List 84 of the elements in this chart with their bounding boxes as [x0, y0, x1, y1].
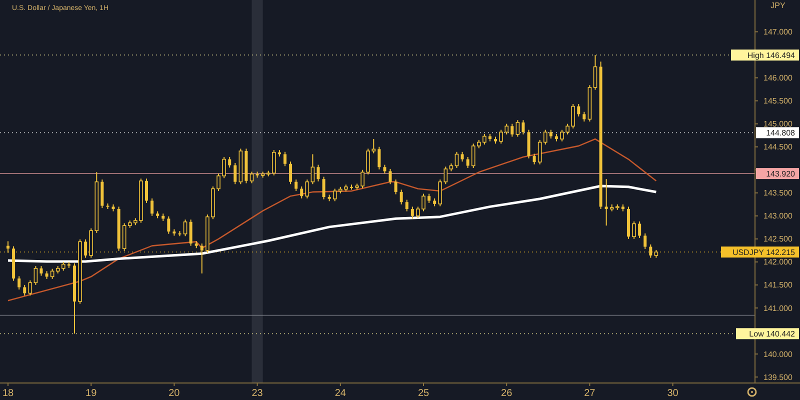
y-tick-label: 145.500: [764, 96, 794, 106]
candlestick: [466, 156, 470, 169]
candlestick: [460, 151, 464, 162]
line-series: [7, 138, 657, 302]
candlestick: [84, 238, 88, 258]
candlestick: [438, 179, 442, 207]
candlestick: [23, 284, 26, 296]
candlestick: [538, 139, 542, 165]
candlestick: [284, 151, 286, 167]
candlestick: [632, 220, 636, 240]
line-series: [6, 184, 658, 263]
candlestick: [18, 276, 21, 290]
candlestick: [167, 216, 170, 234]
x-tick-label: 27: [584, 388, 596, 399]
candlestick: [400, 189, 403, 205]
candlestick: [305, 179, 310, 199]
candlestick: [294, 179, 298, 192]
candlestick: [593, 54, 598, 90]
candlestick: [649, 244, 652, 258]
ref-line-label: 144.808: [766, 128, 796, 138]
y-tick-label: 143.000: [764, 212, 794, 221]
candlestick: [50, 268, 54, 280]
y-tick-label: 143.500: [764, 188, 794, 198]
candlestick: [510, 123, 514, 138]
candlestick: [100, 179, 104, 209]
ref-line-label: Low 140.442: [749, 329, 796, 338]
candlestick: [644, 232, 647, 250]
candlestick: [200, 243, 204, 274]
candlestick: [183, 219, 188, 237]
candlestick: [444, 166, 448, 185]
candlestick: [189, 219, 192, 246]
candlestick: [532, 153, 536, 165]
candlestick: [322, 176, 326, 200]
candlestick: [234, 162, 237, 185]
candlestick: [6, 240, 10, 254]
candlestick: [28, 280, 32, 296]
candlestick: [638, 220, 642, 238]
candlestick: [145, 178, 148, 204]
candlestick: [522, 120, 525, 135]
y-tick-label: 140.000: [764, 350, 794, 359]
candlestick: [527, 129, 530, 159]
candlestick: [577, 104, 580, 117]
y-tick-label: 146.000: [764, 74, 794, 83]
candlestick: [410, 206, 414, 220]
y-tick-label: 145.000: [764, 120, 794, 129]
candlestick: [454, 151, 459, 169]
ref-line-label: 143.920: [766, 169, 796, 178]
candlestick: [289, 161, 292, 185]
ref-line-label: High 146.494: [747, 50, 796, 60]
y-tick-label: 142.500: [764, 234, 794, 244]
candlestick: [604, 178, 608, 226]
y-tick-label: 141.500: [764, 280, 794, 290]
candlestick: [516, 120, 520, 138]
candlestick: [310, 154, 315, 185]
candlestick: [34, 266, 38, 286]
candlestick: [150, 198, 154, 216]
candlestick: [378, 146, 381, 170]
candlestick: [250, 171, 254, 184]
candlestick: [40, 266, 43, 276]
y-axis-title: JPY: [770, 1, 786, 10]
x-tick-label: 25: [418, 388, 430, 399]
candlestick: [394, 179, 398, 195]
candlestick: [228, 156, 232, 168]
y-tick-label: 144.500: [764, 142, 794, 152]
x-tick-label: 19: [86, 388, 98, 399]
candlestick: [543, 129, 548, 146]
candlestick: [405, 199, 408, 212]
x-tick-label: 26: [501, 388, 513, 399]
x-tick-label: 23: [252, 388, 264, 399]
y-tick-label: 141.000: [764, 304, 794, 313]
x-tick-label: 24: [334, 388, 346, 399]
candlestick: [316, 164, 320, 182]
candlestick: [122, 222, 126, 252]
candlestick: [388, 168, 392, 185]
x-tick-label: 18: [2, 388, 14, 399]
y-tick-label: 142.000: [764, 258, 794, 267]
y-tick-label: 147.000: [764, 28, 794, 37]
candlestick: [582, 111, 586, 122]
candlestick: [300, 186, 304, 199]
x-tick-label: 20: [168, 388, 180, 399]
x-tick-label: 30: [667, 388, 679, 399]
y-tick-label: 139.500: [764, 372, 794, 382]
candlestick: [428, 193, 431, 204]
ref-line-label: USDJPY 142.215: [732, 248, 796, 257]
